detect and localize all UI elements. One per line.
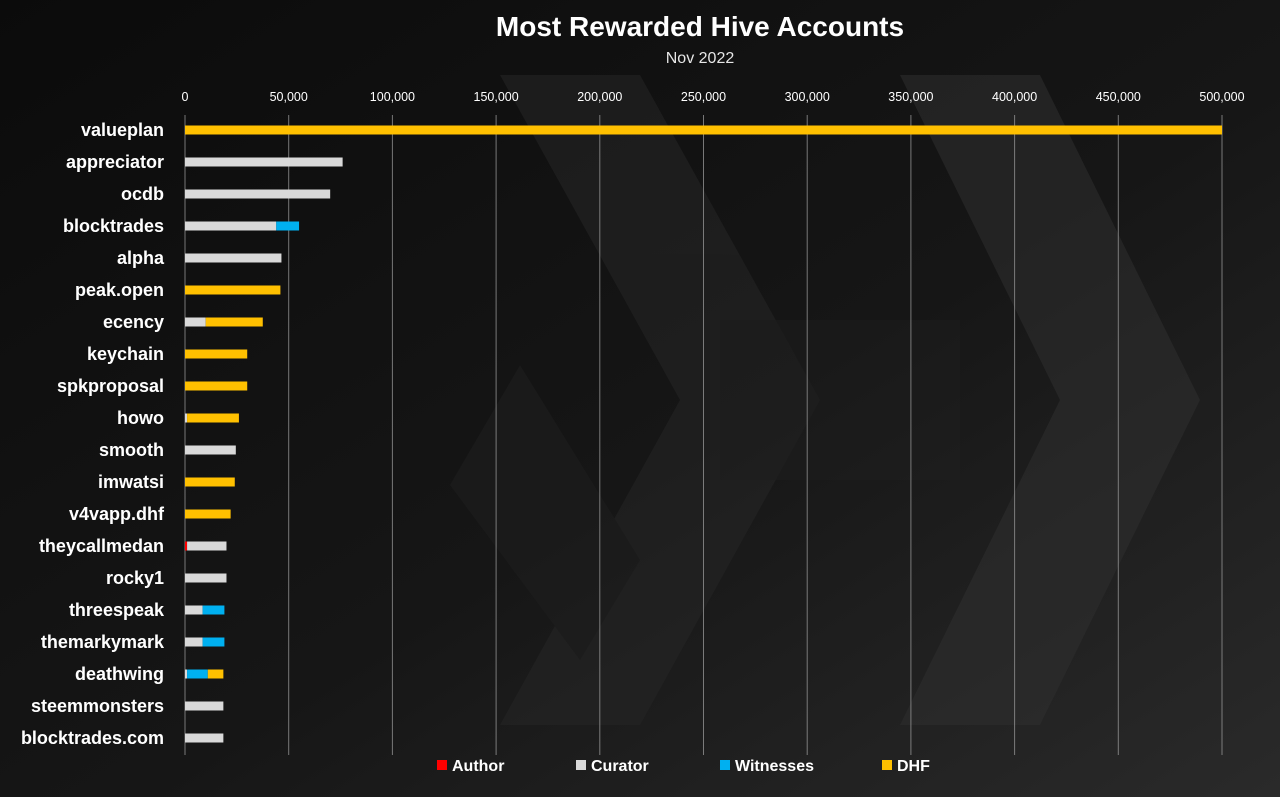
category-label: threespeak [69, 600, 165, 620]
category-label: appreciator [66, 152, 164, 172]
chart-title: Most Rewarded Hive Accounts [496, 11, 904, 42]
bar-segment [185, 189, 331, 199]
bar-segment [187, 541, 227, 551]
bar-segment [185, 573, 227, 583]
bars [185, 125, 1222, 743]
category-label: v4vapp.dhf [69, 504, 165, 524]
legend-label: Witnesses [735, 758, 814, 775]
category-label: howo [117, 408, 164, 428]
bar-segment [205, 317, 263, 327]
chart-subtitle: Nov 2022 [666, 50, 735, 67]
legend-swatch [437, 760, 447, 770]
bar-segment [185, 253, 282, 263]
category-label: smooth [99, 440, 164, 460]
category-label: theycallmedan [39, 536, 164, 556]
hive-logo-watermark-icon [450, 75, 1200, 725]
bar-segment [185, 157, 343, 167]
legend-label: Author [452, 758, 504, 775]
bar-segment [185, 285, 281, 295]
x-tick-label: 350,000 [888, 90, 933, 104]
category-label: peak.open [75, 280, 164, 300]
x-tick-label: 50,000 [270, 90, 308, 104]
bar-segment [276, 221, 300, 231]
bar-segment [185, 541, 188, 551]
bar-segment [202, 605, 225, 615]
bar-segment [185, 413, 188, 423]
category-label: spkproposal [57, 376, 164, 396]
legend-swatch [882, 760, 892, 770]
category-label: rocky1 [106, 568, 164, 588]
legend-swatch [720, 760, 730, 770]
category-label: valueplan [81, 120, 164, 140]
x-tick-label: 400,000 [992, 90, 1037, 104]
category-label: imwatsi [98, 472, 164, 492]
x-tick-label: 450,000 [1096, 90, 1141, 104]
legend-label: Curator [591, 758, 649, 775]
bar-segment [185, 605, 203, 615]
x-tick-label: 200,000 [577, 90, 622, 104]
bar-segment [185, 125, 1222, 135]
x-tick-label: 500,000 [1199, 90, 1244, 104]
x-tick-label: 0 [182, 90, 189, 104]
x-axis-tick-labels: 0 50,000 100,000 150,000 200,000 250,000 300,0… [182, 90, 1245, 104]
x-tick-label: 150,000 [474, 90, 519, 104]
gridlines [184, 115, 1223, 755]
x-tick-label: 300,000 [785, 90, 830, 104]
category-label: alpha [117, 248, 165, 268]
bar-segment [185, 669, 188, 679]
bar-segment [207, 669, 224, 679]
category-label: blocktrades [63, 216, 164, 236]
category-label: keychain [87, 344, 164, 364]
bar-segment [202, 637, 225, 647]
bar-segment [187, 413, 239, 423]
bar-segment [185, 349, 248, 359]
category-label: themarkymark [41, 632, 165, 652]
bar-segment [185, 381, 248, 391]
legend-label: DHF [897, 758, 930, 775]
bar-segment [185, 477, 235, 487]
category-labels: valueplan appreciator ocdb blocktrades alpha… [21, 120, 165, 748]
bar-segment [185, 317, 206, 327]
bar-segment [185, 701, 224, 711]
bar-segment [185, 637, 203, 647]
bar-segment [187, 669, 208, 679]
category-label: ocdb [121, 184, 164, 204]
category-label: deathwing [75, 664, 164, 684]
x-tick-label: 100,000 [370, 90, 415, 104]
category-label: ecency [103, 312, 164, 332]
category-label: steemmonsters [31, 696, 164, 716]
legend-swatch [576, 760, 586, 770]
bar-segment [185, 445, 236, 455]
category-label: blocktrades.com [21, 728, 164, 748]
bar-segment [185, 509, 231, 519]
bar-segment [185, 733, 224, 743]
x-tick-label: 250,000 [681, 90, 726, 104]
legend: Author Curator Witnesses DHF [437, 758, 930, 775]
bar-segment [185, 221, 277, 231]
